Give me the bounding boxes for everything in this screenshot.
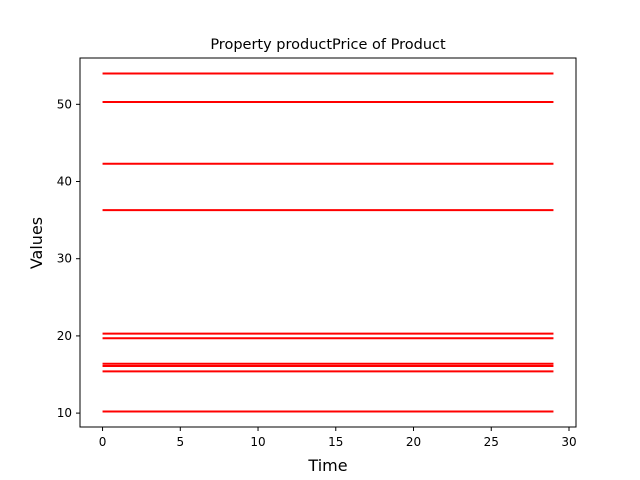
y-tick-label: 30	[57, 252, 72, 266]
y-tick-label: 40	[57, 175, 72, 189]
plot-frame	[79, 57, 577, 428]
x-tick-label: 15	[328, 435, 343, 449]
x-tick-label: 30	[561, 435, 576, 449]
x-tick-label: 20	[406, 435, 421, 449]
x-tick-label: 0	[99, 435, 107, 449]
x-axis-label: Time	[307, 456, 347, 475]
x-tick-label: 10	[250, 435, 265, 449]
y-tick-label: 20	[57, 329, 72, 343]
x-tick-label: 25	[484, 435, 499, 449]
y-tick-label: 50	[57, 97, 72, 111]
chart-title: Property productPrice of Product	[210, 37, 446, 53]
y-axis: 10 20 30 40 50	[57, 97, 80, 420]
x-tick-label: 5	[176, 435, 184, 449]
x-axis: 0 5 10 15 20 25 30	[99, 427, 577, 449]
y-axis-label: Values	[27, 217, 46, 269]
y-tick-label: 10	[57, 406, 72, 420]
plot-lines	[102, 72, 554, 413]
